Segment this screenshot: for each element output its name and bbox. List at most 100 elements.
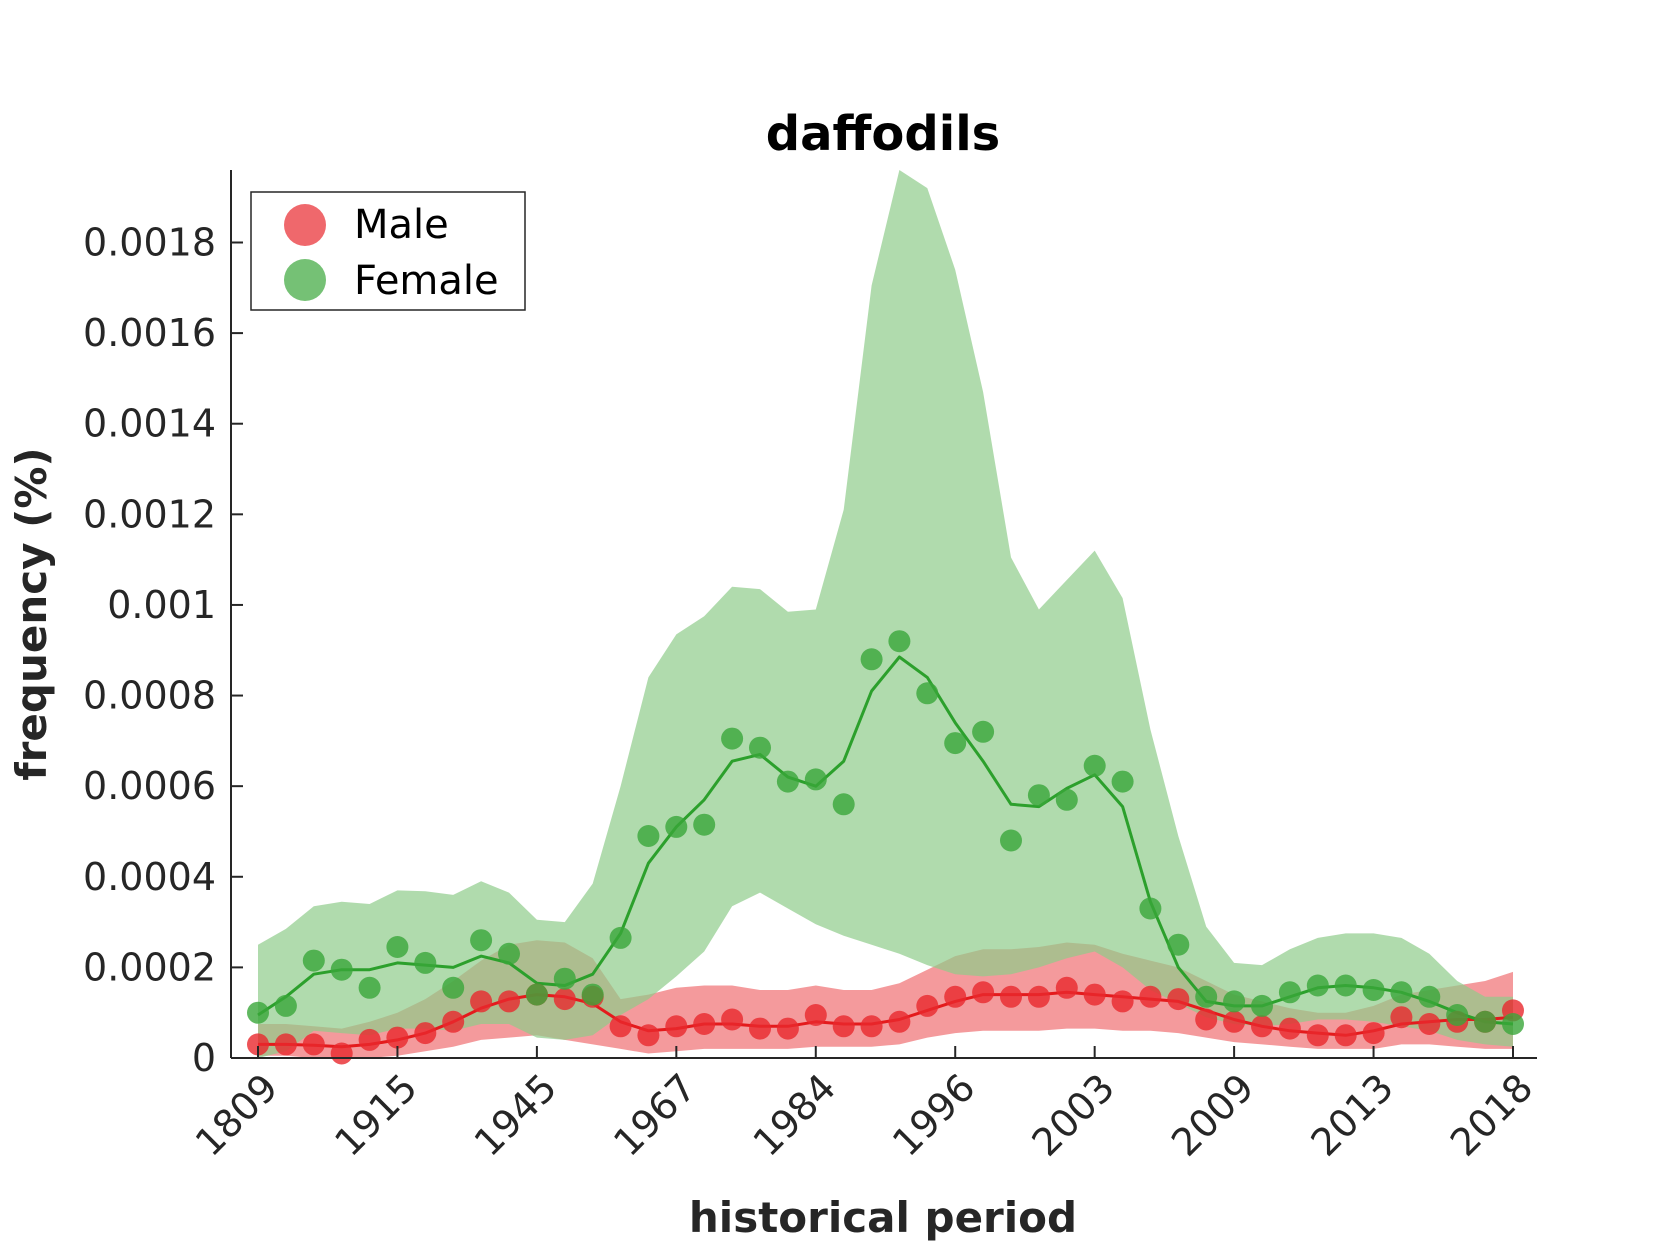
female-data-point — [358, 976, 381, 999]
female-data-point — [442, 976, 465, 999]
male-data-point — [860, 1015, 883, 1038]
male-data-point — [1139, 985, 1162, 1008]
male-data-point — [693, 1013, 716, 1035]
male-data-point — [1362, 1022, 1385, 1045]
female-data-point — [609, 926, 632, 949]
female-data-point — [888, 630, 911, 653]
axes — [230, 170, 1537, 1059]
female-data-point — [1418, 985, 1441, 1008]
legend: Male Female — [250, 191, 526, 311]
female-data-point — [1027, 784, 1050, 807]
male-data-point — [637, 1024, 660, 1047]
y-tick-label: 0.0004 — [83, 855, 216, 899]
female-data-point — [1446, 1004, 1469, 1026]
male-data-point — [1195, 1008, 1218, 1031]
female-data-point — [581, 983, 604, 1006]
male-data-point — [665, 1015, 688, 1038]
trend-lines — [257, 655, 1514, 1049]
female-data-point — [1111, 770, 1134, 793]
female-data-point — [1334, 974, 1357, 997]
y-tick-label: 0.0012 — [83, 492, 216, 536]
y-tick-label: 0 — [192, 1036, 216, 1080]
female-data-point — [1055, 788, 1078, 811]
male-data-point — [330, 1042, 353, 1065]
male-data-point — [1111, 990, 1134, 1013]
male-data-point — [1027, 985, 1050, 1008]
male-data-point — [1306, 1024, 1329, 1047]
female-data-point — [1278, 981, 1301, 1004]
female-data-point — [1083, 754, 1106, 777]
male-data-point — [302, 1033, 325, 1056]
male-data-point — [1278, 1017, 1301, 1040]
male-data-point — [1167, 988, 1190, 1011]
female-data-point — [386, 936, 409, 958]
female-data-point — [1474, 1010, 1497, 1033]
male-data-point — [386, 1026, 409, 1049]
y-tick-label: 0.0016 — [83, 311, 216, 355]
female-data-point — [637, 825, 660, 847]
male-data-point — [944, 985, 967, 1008]
female-data-point — [1195, 985, 1218, 1008]
male-data-point — [1418, 1013, 1441, 1035]
female-data-point — [1306, 974, 1329, 997]
female-data-point — [972, 720, 995, 743]
y-axis-label: frequency (%) — [7, 447, 56, 780]
female-data-point — [1502, 1013, 1524, 1035]
male-data-point — [414, 1022, 437, 1045]
data-points — [247, 630, 1524, 1065]
x-axis-label: historical period — [689, 1193, 1077, 1242]
y-tick-label: 0.0008 — [83, 674, 216, 718]
female-data-point — [1223, 990, 1246, 1013]
male-data-point — [1055, 976, 1078, 999]
chart-title: daffodils — [766, 106, 1000, 162]
female-data-point — [330, 958, 353, 981]
male-data-point — [442, 1010, 465, 1033]
female-data-point — [414, 951, 437, 974]
female-data-point — [804, 768, 827, 791]
male-data-point — [832, 1015, 855, 1038]
male-data-point — [916, 994, 939, 1017]
confidence-bands — [258, 170, 1513, 1058]
male-trend-line — [258, 990, 1514, 1049]
female-data-point — [1167, 933, 1190, 956]
y-tick-label: 0.0014 — [83, 402, 216, 446]
male-data-point — [358, 1028, 381, 1051]
legend-marker-female — [284, 259, 326, 301]
male-data-point — [1334, 1024, 1357, 1047]
female-data-point — [693, 813, 716, 836]
male-data-point — [749, 1017, 771, 1040]
female-data-point — [1139, 897, 1162, 920]
female-data-point — [274, 994, 297, 1017]
male-data-point — [1000, 985, 1022, 1008]
male-data-point — [498, 990, 520, 1013]
y-tick-label: 0.001 — [107, 583, 216, 627]
male-data-point — [721, 1008, 744, 1031]
male-data-point — [609, 1015, 632, 1038]
female-data-point — [944, 732, 967, 755]
female-data-point — [1000, 829, 1022, 852]
female-trend-line — [257, 655, 1514, 1026]
female-data-point — [832, 793, 855, 816]
female-data-point — [247, 1001, 269, 1024]
female-data-point — [776, 770, 799, 793]
male-data-point — [888, 1010, 911, 1033]
female-data-point — [665, 815, 688, 838]
female-data-point — [470, 929, 493, 952]
y-tick-label: 0.0018 — [83, 220, 216, 264]
male-data-point — [247, 1033, 269, 1056]
male-data-point — [1083, 983, 1106, 1006]
y-ticks: 0 0.0002 0.0004 0.0006 0.0008 0.001 0.0012 0.00… — [83, 220, 243, 1080]
female-data-point — [498, 942, 520, 965]
female-data-point — [860, 648, 883, 671]
female-data-point — [553, 967, 576, 990]
male-data-point — [470, 990, 493, 1013]
male-data-point — [1251, 1015, 1273, 1038]
male-data-point — [804, 1004, 827, 1026]
male-data-point — [553, 988, 576, 1011]
male-data-point — [776, 1017, 799, 1040]
female-data-point — [1362, 979, 1385, 1001]
y-tick-label: 0.0002 — [83, 945, 216, 989]
male-data-point — [274, 1033, 297, 1056]
female-data-point — [1251, 994, 1273, 1017]
